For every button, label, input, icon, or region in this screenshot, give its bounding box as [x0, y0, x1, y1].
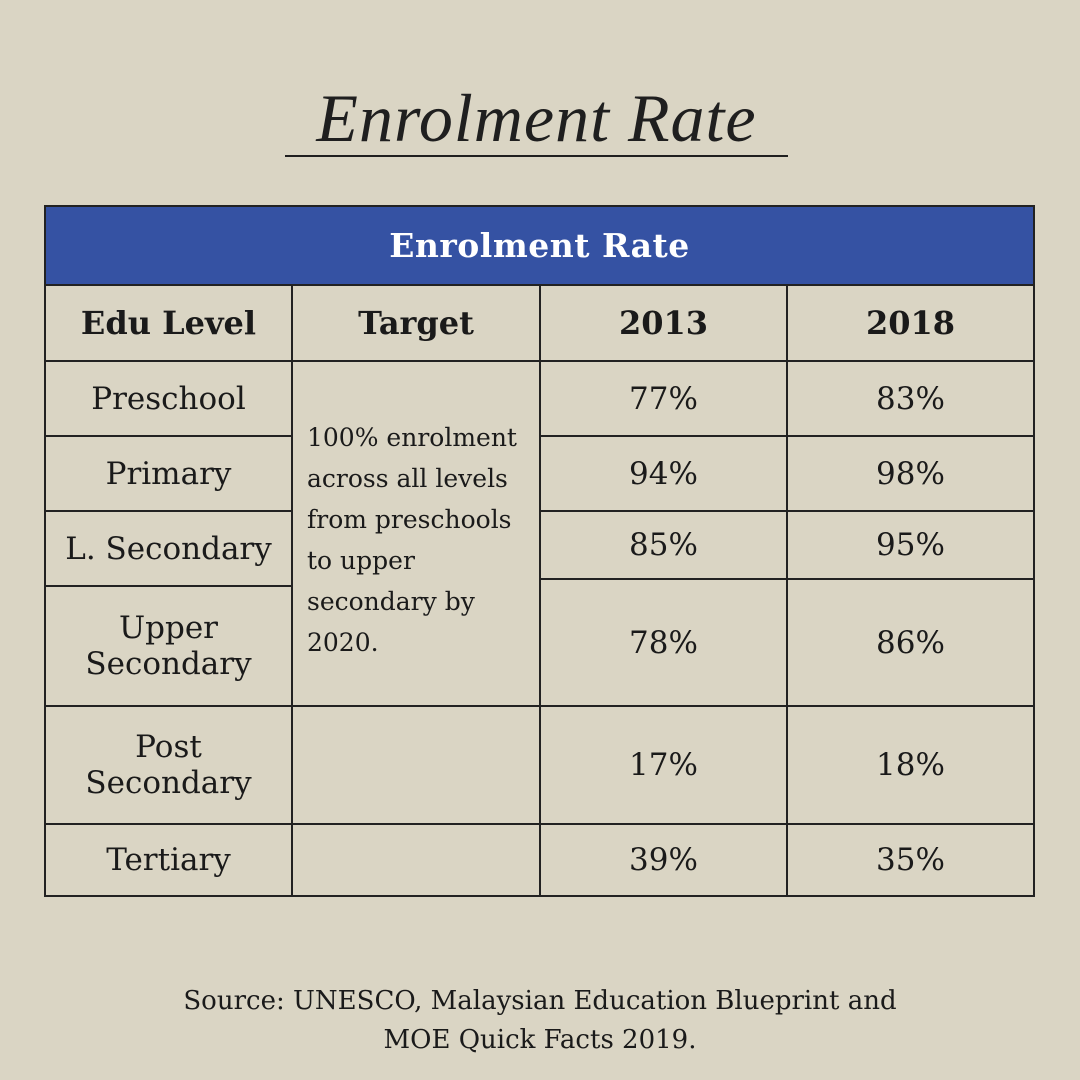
- value-2013-cell: 85%: [541, 512, 788, 580]
- page-title: Enrolment Rate: [316, 80, 757, 156]
- edu-level-cell: Post Secondary: [46, 707, 293, 825]
- edu-level-cell: Upper Secondary: [46, 587, 293, 707]
- table-title: Enrolment Rate: [46, 207, 1033, 286]
- value-2018-cell: 83%: [788, 362, 1033, 437]
- value-2013-cell: 77%: [541, 362, 788, 437]
- value-2018-cell: 98%: [788, 437, 1033, 512]
- edu-level-cell: Tertiary: [46, 825, 293, 895]
- value-2018-cell: 18%: [788, 707, 1033, 825]
- enrolment-table: Enrolment Rate Edu Level Target 2013 201…: [44, 205, 1035, 897]
- value-2013-cell: 94%: [541, 437, 788, 512]
- column-header-2013: 2013: [541, 286, 788, 362]
- source-note: Source: UNESCO, Malaysian Education Blue…: [140, 982, 940, 1060]
- value-2018-cell: 95%: [788, 512, 1033, 580]
- column-header-2018: 2018: [788, 286, 1033, 362]
- value-2013-cell: 78%: [541, 580, 788, 707]
- target-empty-cell: [293, 825, 541, 895]
- source-line: Source: UNESCO, Malaysian Education Blue…: [183, 986, 897, 1016]
- column-header-target: Target: [293, 286, 541, 362]
- value-2013-cell: 39%: [541, 825, 788, 895]
- edu-level-cell: Primary: [46, 437, 293, 512]
- value-2018-cell: 86%: [788, 580, 1033, 707]
- column-header-edu-level: Edu Level: [46, 286, 293, 362]
- edu-level-cell: L. Secondary: [46, 512, 293, 587]
- source-line: MOE Quick Facts 2019.: [383, 1025, 697, 1055]
- title-underline: [285, 155, 788, 157]
- target-note-cell: 100% enrolment across all levels from pr…: [293, 362, 541, 707]
- value-2018-cell: 35%: [876, 842, 945, 878]
- target-note-text: 100% enrolment across all levels from pr…: [307, 423, 517, 657]
- target-empty-cell: [293, 707, 541, 825]
- value-2013-cell: 17%: [541, 707, 788, 825]
- edu-level-cell: Preschool: [46, 362, 293, 437]
